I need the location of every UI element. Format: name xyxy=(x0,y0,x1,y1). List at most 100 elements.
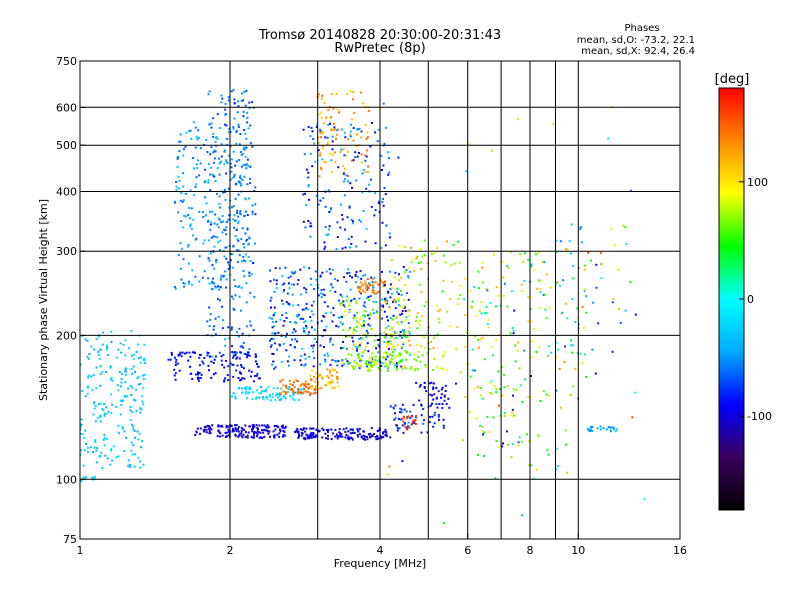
data-point xyxy=(335,133,338,136)
data-point xyxy=(210,126,213,129)
data-point xyxy=(334,160,337,163)
data-point xyxy=(366,332,369,335)
data-point xyxy=(392,300,394,303)
data-point xyxy=(611,350,614,353)
data-point xyxy=(232,127,235,130)
data-point xyxy=(423,336,425,339)
data-point xyxy=(479,338,482,341)
data-point xyxy=(481,336,484,339)
data-point xyxy=(250,436,253,439)
data-point xyxy=(351,438,354,441)
data-point xyxy=(371,352,374,355)
data-point xyxy=(611,301,614,304)
data-point xyxy=(217,217,220,220)
data-point xyxy=(374,131,377,134)
data-point xyxy=(223,228,226,231)
data-point xyxy=(313,388,316,391)
data-point xyxy=(548,306,551,309)
data-point xyxy=(296,314,298,317)
data-point xyxy=(137,375,140,378)
data-point xyxy=(385,333,388,336)
data-point xyxy=(412,403,415,406)
data-point xyxy=(101,370,104,373)
data-point xyxy=(92,413,95,416)
data-point xyxy=(299,268,302,271)
data-point xyxy=(622,224,625,227)
data-point xyxy=(367,314,369,317)
data-point xyxy=(269,399,272,402)
data-point xyxy=(348,438,351,441)
data-point xyxy=(579,228,582,231)
data-point xyxy=(330,283,333,286)
data-point xyxy=(435,387,438,389)
data-point xyxy=(227,425,230,428)
data-point xyxy=(208,325,211,328)
data-point xyxy=(100,348,102,351)
data-point xyxy=(197,371,199,374)
data-point xyxy=(448,406,451,409)
data-point xyxy=(484,358,486,361)
data-point xyxy=(254,397,257,400)
data-point xyxy=(424,365,427,368)
data-point xyxy=(371,121,373,124)
data-point xyxy=(445,402,448,405)
data-point xyxy=(254,353,257,356)
data-point xyxy=(378,437,381,440)
data-point xyxy=(517,444,520,447)
data-point xyxy=(369,432,372,435)
data-point xyxy=(225,124,228,127)
data-point xyxy=(115,456,118,459)
data-point xyxy=(326,305,329,308)
data-point xyxy=(400,276,403,279)
data-point xyxy=(404,245,406,248)
data-point xyxy=(303,387,306,390)
data-point xyxy=(183,285,186,288)
data-point xyxy=(233,98,236,101)
data-point xyxy=(386,369,389,372)
data-point xyxy=(365,329,368,332)
data-point xyxy=(310,310,313,313)
data-point xyxy=(175,181,178,183)
data-point xyxy=(585,295,588,298)
data-point xyxy=(102,331,105,334)
data-point xyxy=(240,434,243,437)
data-point xyxy=(571,344,574,347)
data-point xyxy=(255,389,258,392)
data-point xyxy=(562,279,565,282)
data-point xyxy=(401,403,404,406)
data-point xyxy=(208,123,211,126)
data-point xyxy=(348,271,351,274)
data-point xyxy=(344,430,347,433)
data-point xyxy=(310,432,313,435)
data-point xyxy=(391,287,394,289)
data-point xyxy=(376,438,379,441)
data-point xyxy=(375,300,378,303)
data-point xyxy=(212,373,215,376)
data-point xyxy=(358,359,361,362)
data-point xyxy=(510,456,513,459)
data-point xyxy=(343,194,346,197)
data-point xyxy=(533,269,536,272)
data-point xyxy=(386,355,389,358)
data-point xyxy=(182,258,185,261)
data-point xyxy=(196,427,199,430)
data-point xyxy=(197,159,200,162)
data-point xyxy=(481,261,484,264)
data-point xyxy=(586,428,589,431)
data-point xyxy=(247,127,250,130)
data-point xyxy=(265,429,268,432)
data-point xyxy=(493,385,496,388)
data-point xyxy=(296,380,299,382)
data-point xyxy=(404,350,407,352)
data-point xyxy=(215,355,217,358)
data-point xyxy=(355,301,358,304)
data-point xyxy=(483,455,485,457)
data-point xyxy=(385,302,388,305)
data-point xyxy=(394,300,397,303)
data-point xyxy=(368,369,371,372)
data-point xyxy=(205,139,208,141)
data-point xyxy=(227,379,230,381)
data-point xyxy=(254,213,257,216)
data-point xyxy=(311,369,314,372)
